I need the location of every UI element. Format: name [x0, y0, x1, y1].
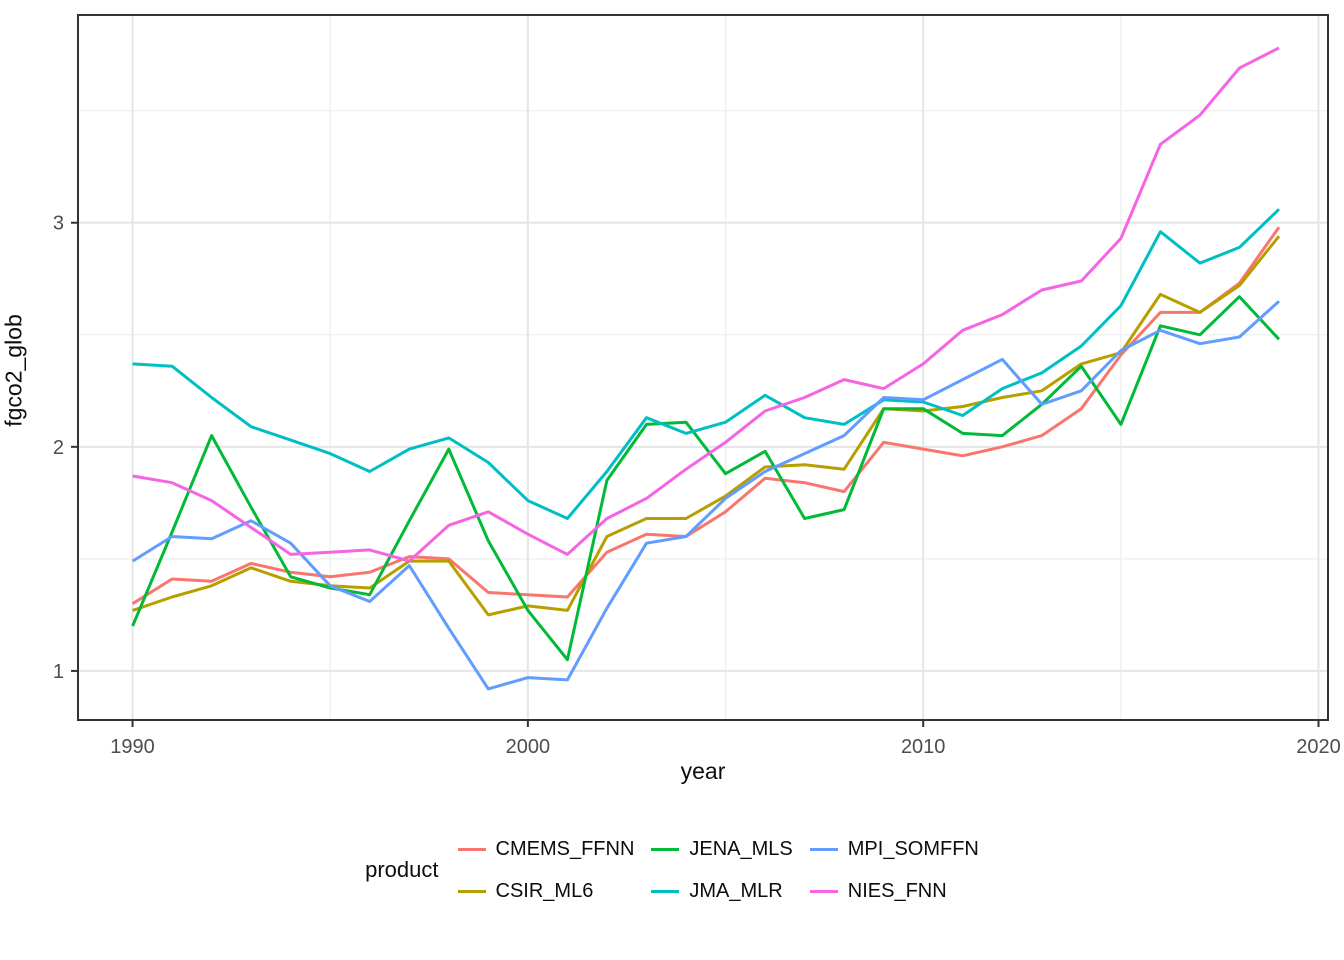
x-tick-label: 2010 [901, 736, 946, 758]
legend-item-label: MPI_SOMFFN [847, 837, 979, 860]
y-axis-title: fgco2_glob [0, 314, 27, 427]
y-tick-label: 2 [53, 437, 64, 459]
y-tick-label: 1 [53, 661, 64, 683]
legend-item-label: CMEMS_FFNN [495, 837, 635, 860]
legend-key-icon [807, 836, 841, 862]
panel-border [77, 14, 1329, 721]
legend-item-cmems-ffnn: CMEMS_FFNN [455, 836, 635, 862]
gridlines-minor [78, 15, 1328, 720]
legend-key-icon [648, 878, 682, 904]
legend: product CMEMS_FFNN CSIR_ML6 JENA_MLS JMA… [0, 836, 1344, 904]
legend-items: CMEMS_FFNN CSIR_ML6 JENA_MLS JMA_MLR MPI… [455, 836, 979, 904]
legend-title: product [365, 857, 439, 882]
legend-item-mpi-somffn: MPI_SOMFFN [807, 836, 979, 862]
legend-item-label: NIES_FNN [847, 879, 947, 902]
series-line-NIES_FNN [132, 46, 1280, 563]
series-lines [131, 46, 1281, 691]
x-tick-label: 2020 [1296, 736, 1341, 758]
line-chart: 1 2 3 1990 2000 2010 2020 [53, 14, 1341, 758]
x-tick-label: 1990 [110, 736, 155, 758]
legend-key-icon [648, 836, 682, 862]
gridlines-major [78, 15, 1328, 720]
legend-item-label: JENA_MLS [689, 837, 793, 860]
series-line-MPI_SOMFFN [131, 300, 1281, 691]
y-tick-label: 3 [53, 213, 64, 235]
legend-key-icon [807, 878, 841, 904]
x-tick-label: 2000 [506, 736, 551, 758]
legend-item-jena-mls: JENA_MLS [648, 836, 793, 862]
legend-key-icon [455, 878, 489, 904]
legend-item-csir-ml6: CSIR_ML6 [455, 878, 635, 904]
legend-item-label: JMA_MLR [689, 879, 783, 902]
series-line-CMEMS_FFNN [131, 226, 1281, 605]
legend-item-nies-fnn: NIES_FNN [807, 878, 979, 904]
legend-key-icon [455, 836, 489, 862]
legend-item-label: CSIR_ML6 [495, 879, 594, 902]
series-line-JMA_MLR [132, 208, 1281, 520]
x-axis-title: year [680, 758, 726, 784]
series-line-JENA_MLS [131, 295, 1281, 662]
legend-item-jma-mlr: JMA_MLR [648, 878, 792, 904]
axes: 1 2 3 1990 2000 2010 2020 [53, 213, 1341, 758]
